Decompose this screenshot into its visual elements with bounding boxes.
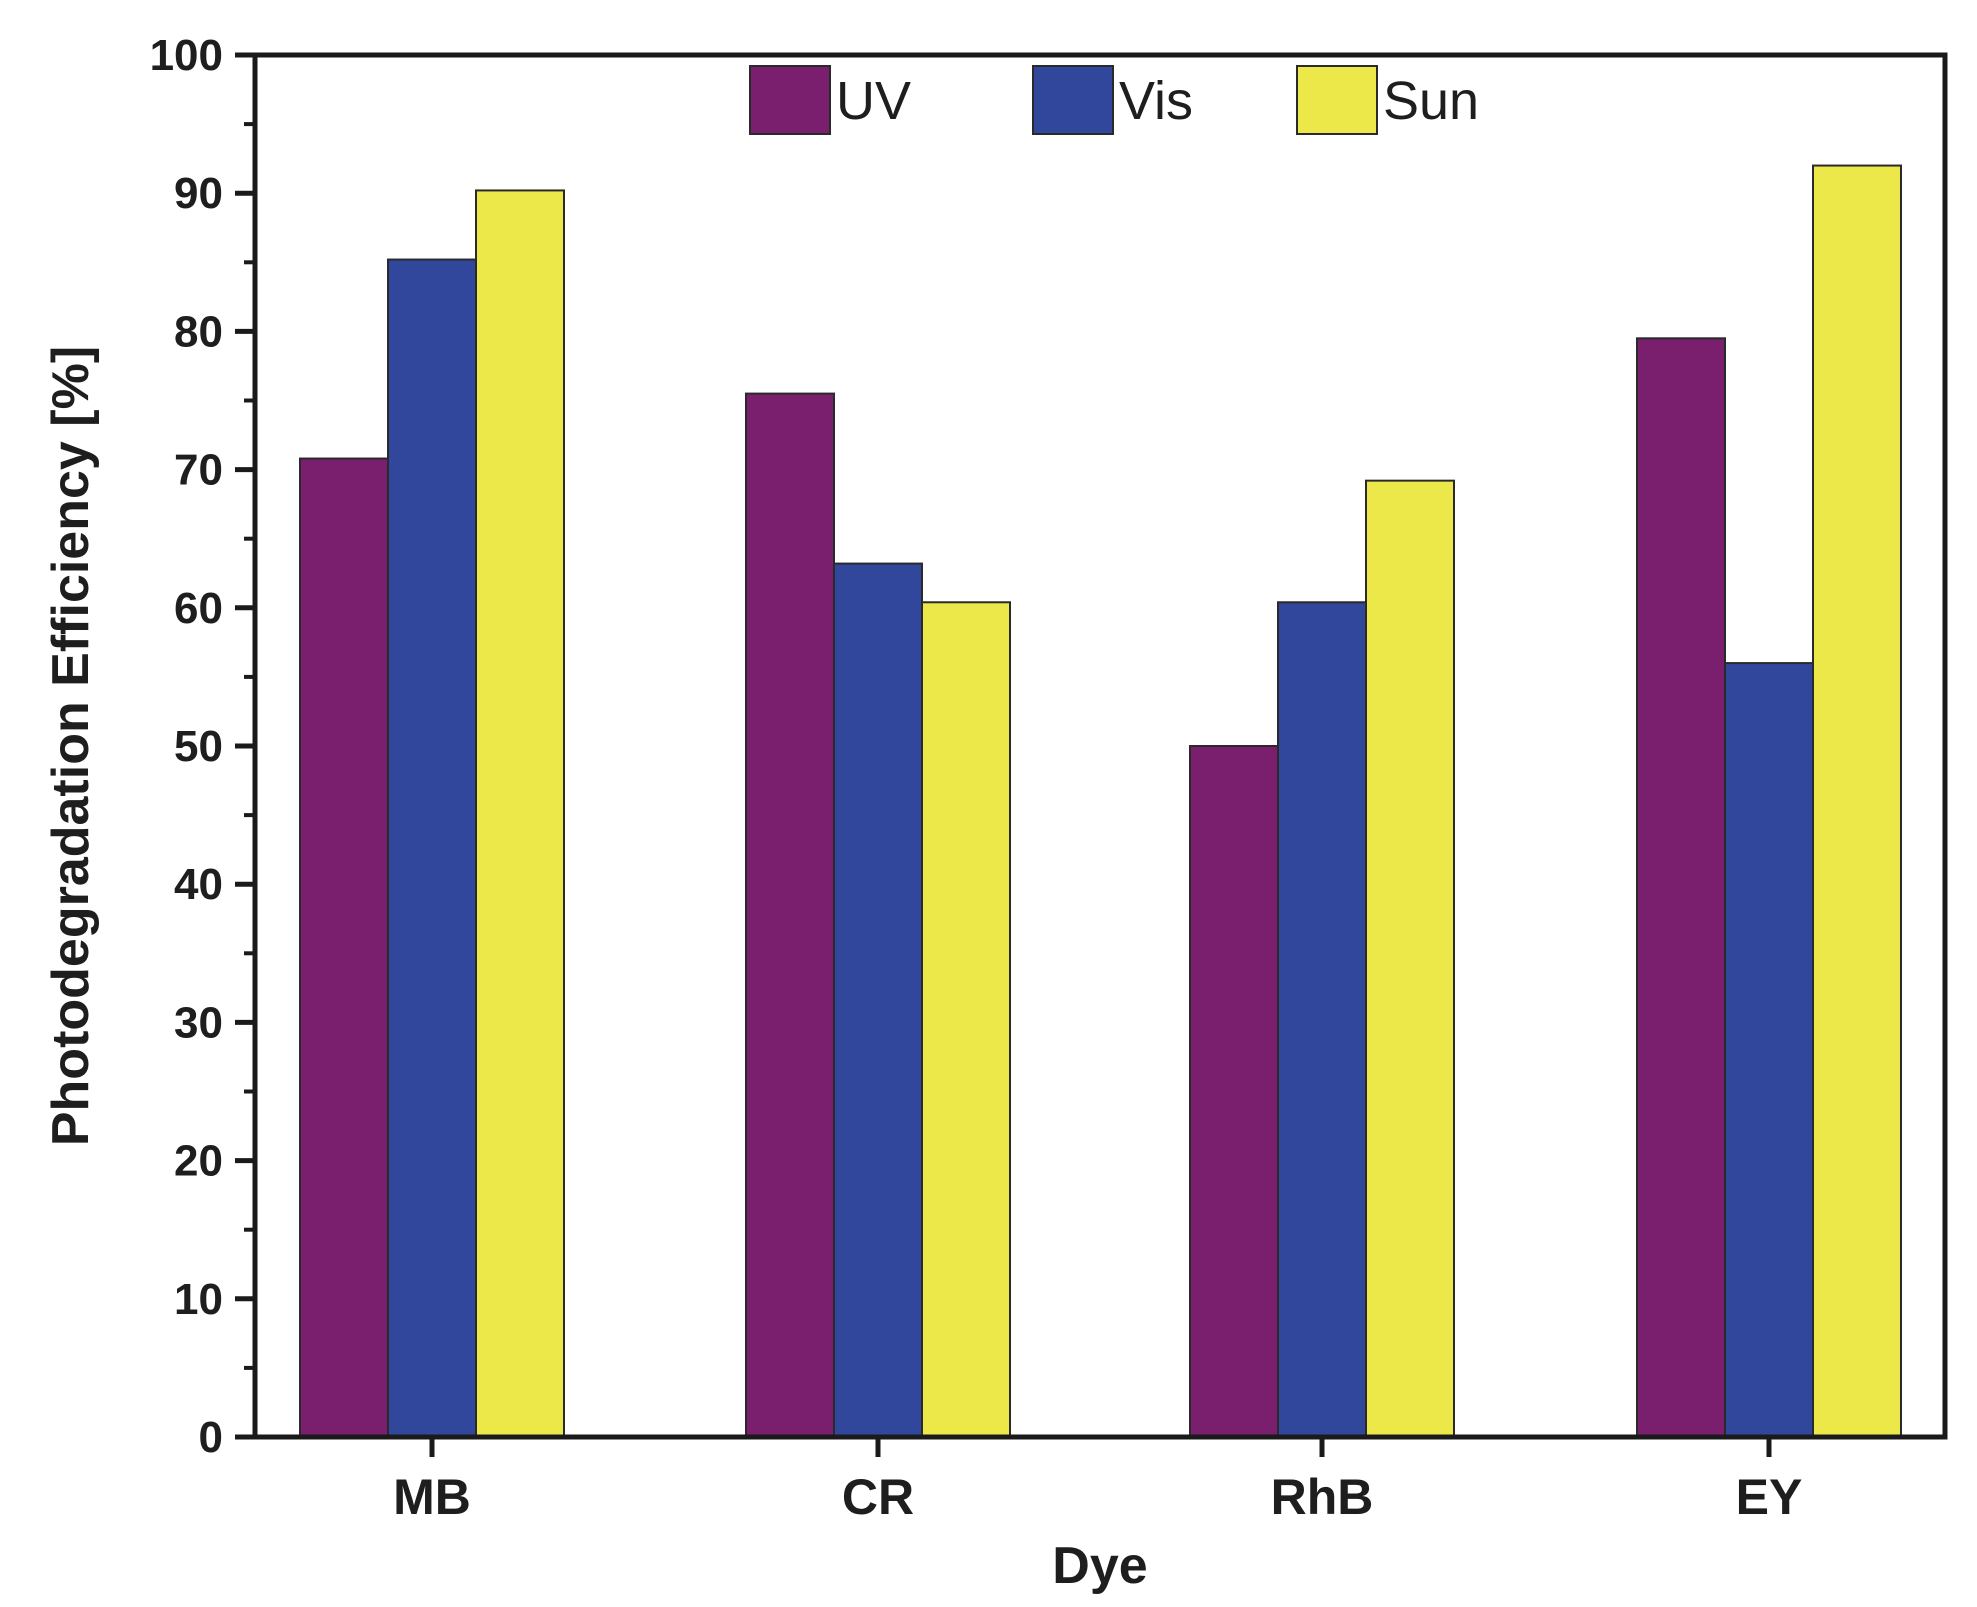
y-tick-label: 50 bbox=[174, 722, 223, 771]
bar-uv-cr bbox=[745, 392, 835, 1439]
bar-sun-rhb bbox=[1365, 479, 1455, 1438]
y-tick-label: 90 bbox=[174, 169, 223, 218]
bar-uv-mb bbox=[299, 457, 389, 1438]
x-axis-title: Dye bbox=[1052, 1537, 1147, 1595]
y-axis-title: Photodegradation Efficiency [%] bbox=[42, 346, 100, 1146]
bar-group bbox=[299, 164, 1902, 1439]
y-tick-label: 20 bbox=[174, 1137, 223, 1186]
bar-sun-cr bbox=[921, 601, 1011, 1438]
legend-label-uv: UV bbox=[836, 71, 911, 131]
y-tick-label: 0 bbox=[199, 1413, 223, 1462]
axes: 0 10 20 30 40 50 60 70 80 90 100 MB CR RhB EY bbox=[150, 31, 1948, 1525]
y-tick-label: 40 bbox=[174, 860, 223, 909]
bar-uv-rhb bbox=[1189, 745, 1279, 1438]
bar-uv-ey bbox=[1636, 337, 1726, 1438]
y-tick-label: 100 bbox=[150, 31, 223, 80]
bar-sun-ey bbox=[1812, 164, 1902, 1438]
y-tick-label: 10 bbox=[174, 1275, 223, 1324]
x-tick-label: CR bbox=[842, 1469, 914, 1525]
legend-swatch-uv bbox=[749, 65, 831, 135]
legend-swatch-sun bbox=[1296, 65, 1378, 135]
x-tick-label: RhB bbox=[1271, 1469, 1374, 1525]
x-tick-label: EY bbox=[1736, 1469, 1803, 1525]
legend-swatch-vis bbox=[1032, 65, 1114, 135]
bar-sun-mb bbox=[475, 189, 565, 1438]
y-tick-label: 70 bbox=[174, 446, 223, 495]
legend-label-vis: Vis bbox=[1119, 71, 1193, 131]
y-tick-label: 30 bbox=[174, 998, 223, 1047]
y-tick-label: 60 bbox=[174, 584, 223, 633]
x-tick-label: MB bbox=[393, 1469, 471, 1525]
legend-label-sun: Sun bbox=[1383, 71, 1479, 131]
bar-vis-mb bbox=[387, 258, 477, 1438]
bar-vis-rhb bbox=[1277, 601, 1367, 1438]
legend: UV Vis Sun bbox=[749, 65, 1479, 135]
bar-vis-ey bbox=[1724, 662, 1814, 1438]
bar-vis-cr bbox=[833, 562, 923, 1438]
y-tick-label: 80 bbox=[174, 307, 223, 356]
